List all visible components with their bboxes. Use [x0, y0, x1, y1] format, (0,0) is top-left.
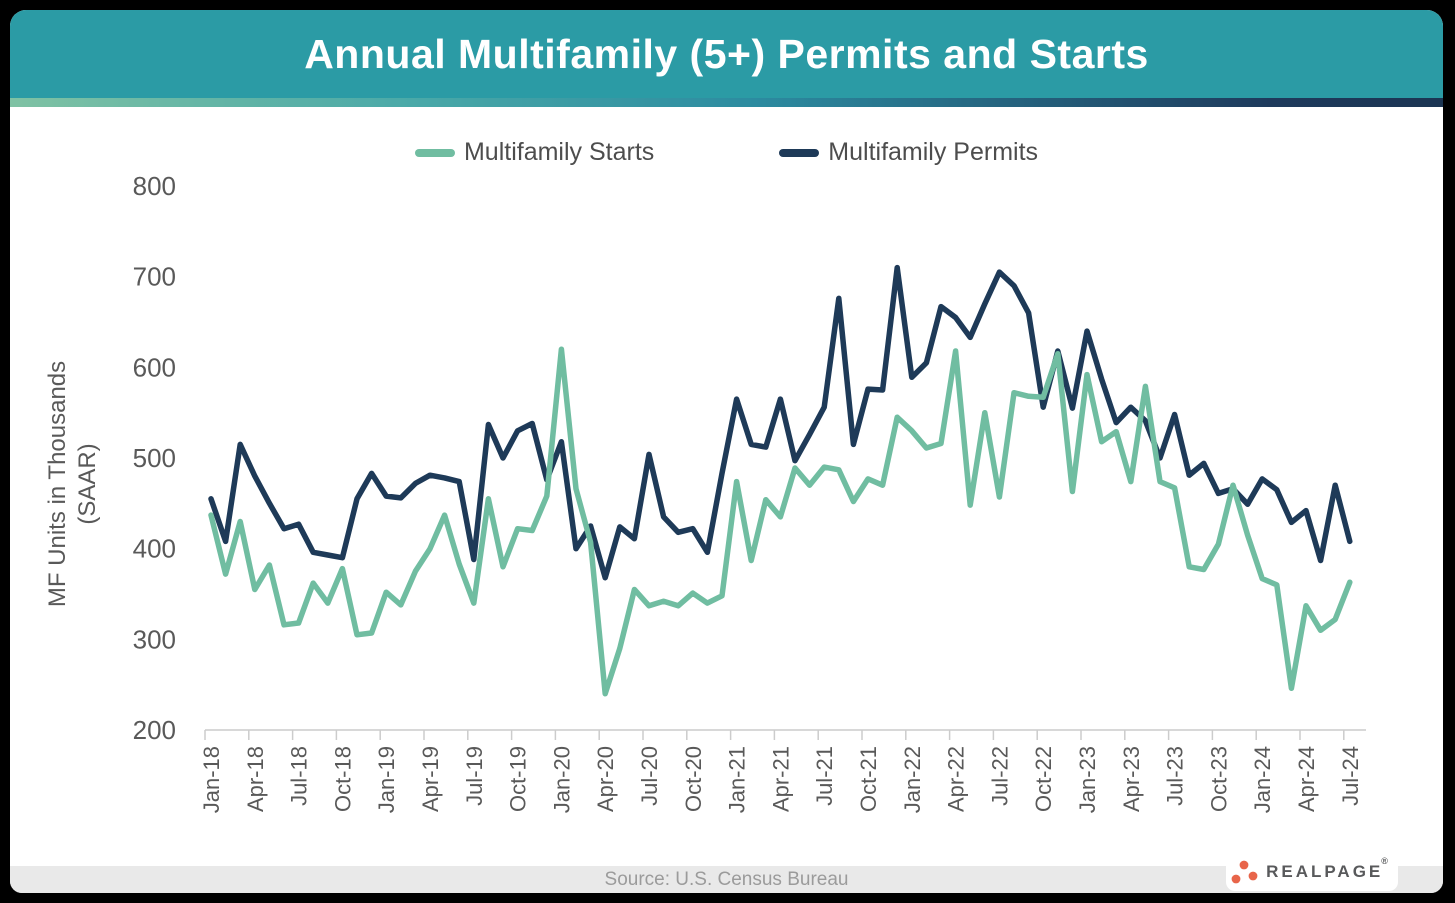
registered-mark: ®: [1381, 856, 1391, 866]
x-tick-label: Apr-22: [944, 746, 969, 812]
x-tick-label: Jul-18: [287, 746, 312, 806]
gradient-divider: [10, 98, 1443, 107]
chart-card: Annual Multifamily (5+) Permits and Star…: [10, 10, 1443, 893]
source-bar: Source: U.S. Census Bureau: [10, 866, 1443, 893]
realpage-logo: REALPAGE®: [1226, 853, 1398, 891]
x-tick-label: Jan-24: [1250, 746, 1275, 813]
x-tick-label: Oct-23: [1206, 746, 1231, 812]
series-line-multifamily-permits: [208, 264, 1353, 581]
legend-label-starts: Multifamily Starts: [463, 138, 655, 166]
y-tick-label: 500: [133, 443, 176, 473]
y-axis-title-line1: MF Units in Thousands: [44, 360, 71, 608]
legend-label-permits: Multifamily Permits: [828, 138, 1039, 166]
x-tick-label: Jul-20: [637, 746, 662, 806]
series-line-multifamily-starts: [208, 346, 1353, 697]
x-tick-label: Oct-18: [330, 746, 355, 812]
title-bar: Annual Multifamily (5+) Permits and Star…: [10, 10, 1443, 98]
starts-line-swatch-icon: [414, 148, 455, 157]
y-tick-label: 300: [133, 624, 176, 654]
x-tick-label: Apr-18: [243, 746, 268, 812]
x-tick-label: Apr-19: [418, 746, 443, 812]
y-tick-label: 200: [133, 715, 176, 745]
x-tick-label: Jan-20: [549, 746, 574, 813]
x-tick-label: Jul-24: [1338, 746, 1363, 806]
x-tick-label: Apr-21: [768, 746, 793, 812]
chart-legend: Multifamily Starts Multifamily Permits: [10, 138, 1443, 167]
realpage-dots-icon: [1231, 860, 1258, 884]
x-tick-label: Oct-21: [856, 746, 881, 812]
chart-svg: 200 300 400 500 600 700 800 Jan-18 Apr-18 Jul-18 O…: [133, 171, 1366, 813]
x-tick-label: Jan-22: [900, 746, 925, 813]
x-tick-label: Jan-23: [1075, 746, 1100, 813]
y-axis-title-line2: (SAAR): [74, 443, 101, 525]
x-tick-label: Oct-22: [1031, 746, 1056, 812]
x-tick-label: Jul-19: [462, 746, 487, 806]
source-text: Source: U.S. Census Bureau: [604, 868, 849, 890]
x-tick-label: Jan-18: [199, 746, 224, 813]
x-tick-label: Apr-20: [593, 746, 618, 812]
legend-item-starts: Multifamily Starts: [414, 138, 655, 167]
y-tick-label: 700: [133, 262, 176, 292]
x-tick-label: Apr-24: [1294, 746, 1319, 812]
y-tick-label: 800: [133, 171, 176, 201]
page-title: Annual Multifamily (5+) Permits and Star…: [304, 30, 1149, 77]
x-tick-label: Jan-21: [725, 746, 750, 813]
permits-line-swatch-icon: [779, 148, 820, 157]
x-tick-label: Jul-22: [987, 746, 1012, 806]
y-axis-title: MF Units in Thousands (SAAR): [43, 319, 103, 649]
x-tick-label: Jan-19: [374, 746, 399, 813]
x-tick-label: Apr-23: [1119, 746, 1144, 812]
x-tick-label: Jul-21: [812, 746, 837, 806]
x-tick-label: Jul-23: [1163, 746, 1188, 806]
x-tick-label: Oct-19: [506, 746, 531, 812]
realpage-logo-text: REALPAGE®: [1266, 856, 1391, 881]
y-tick-label: 400: [133, 534, 176, 564]
plot-area: 200 300 400 500 600 700 800 Jan-18 Apr-18 Jul-18 O…: [10, 107, 1443, 866]
y-tick-label: 600: [133, 352, 176, 382]
legend-item-permits: Multifamily Permits: [779, 138, 1038, 167]
x-tick-label: Oct-20: [681, 746, 706, 812]
